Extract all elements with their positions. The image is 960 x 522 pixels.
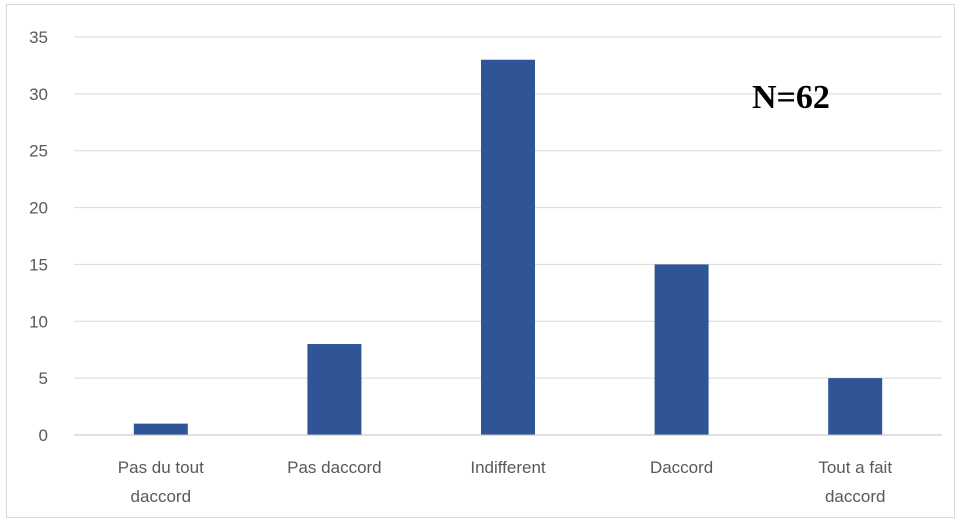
y-tick-label: 10 — [29, 312, 48, 331]
bars — [133, 59, 883, 435]
bar — [307, 344, 362, 435]
x-tick-label: Indifferent — [470, 458, 546, 477]
x-tick-label: Daccord — [650, 458, 713, 477]
x-tick-label: Pas daccord — [287, 458, 382, 477]
x-tick-label: Tout a fait — [818, 458, 892, 477]
bar — [133, 423, 188, 435]
y-tick-label: 30 — [29, 85, 48, 104]
bar — [828, 378, 883, 435]
y-tick-label: 20 — [29, 199, 48, 218]
bar — [481, 59, 535, 435]
x-tick-label: Pas du tout — [118, 458, 204, 477]
x-axis-ticks: Pas du tout daccord Pas daccord Indifferent… — [118, 458, 893, 506]
x-tick-label: daccord — [825, 487, 885, 506]
y-tick-label: 0 — [39, 426, 48, 445]
x-tick-label: daccord — [131, 487, 191, 506]
y-tick-label: 35 — [29, 28, 48, 47]
y-tick-label: 5 — [39, 369, 48, 388]
y-tick-label: 15 — [29, 255, 48, 274]
sample-size-annotation: N=62 — [752, 79, 830, 116]
y-axis-ticks: 0 5 10 15 20 25 30 35 — [29, 28, 48, 445]
y-tick-label: 25 — [29, 142, 48, 161]
bar — [654, 264, 709, 435]
